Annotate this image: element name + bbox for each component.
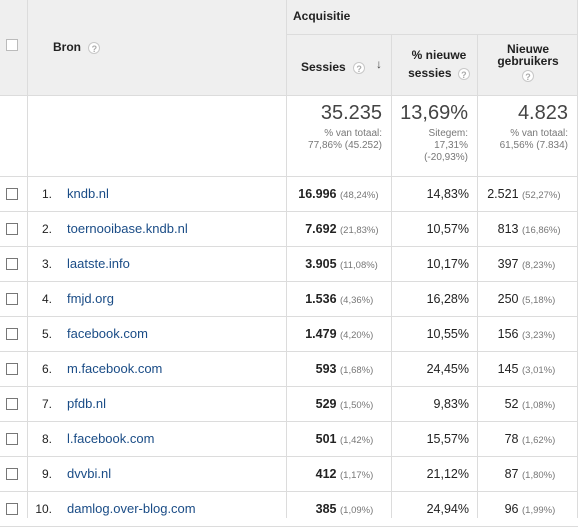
table-row: 4. fmjd.org 1.536 (4,36%) 16,28% 250 (5,18%) bbox=[0, 282, 578, 317]
new-users-cell: 145 (3,01%) bbox=[497, 362, 556, 376]
sessions-column-header[interactable]: Sessies ? bbox=[301, 60, 366, 74]
new-users-cell: 2.521 (52,27%) bbox=[487, 187, 561, 201]
new-sessions-cell: 24,94% bbox=[426, 502, 469, 516]
source-link[interactable]: toernooibase.kndb.nl bbox=[67, 221, 188, 236]
table-row: 7. pfdb.nl 529 (1,50%) 9,83% 52 (1,08%) bbox=[0, 387, 578, 422]
row-checkbox[interactable] bbox=[6, 188, 18, 200]
source-link[interactable]: laatste.info bbox=[67, 256, 130, 271]
row-rank: 9. bbox=[41, 467, 52, 481]
sessions-total: 35.235 % van totaal: 77,86% (45.252) bbox=[308, 102, 382, 151]
sessions-cell: 501 (1,42%) bbox=[315, 432, 374, 446]
source-column-header[interactable]: Bron ? bbox=[53, 40, 101, 54]
source-link[interactable]: dvvbi.nl bbox=[67, 466, 112, 481]
new-sessions-cell: 16,28% bbox=[426, 292, 469, 306]
row-checkbox[interactable] bbox=[6, 503, 18, 515]
sessions-cell: 412 (1,17%) bbox=[315, 467, 374, 481]
new-users-cell: 250 (5,18%) bbox=[497, 292, 556, 306]
new-sessions-cell: 24,45% bbox=[426, 362, 469, 376]
source-link[interactable]: kndb.nl bbox=[67, 186, 109, 201]
new-users-column-header[interactable]: Nieuwe gebruikers ? bbox=[497, 42, 559, 82]
new-users-cell: 52 (1,08%) bbox=[504, 397, 556, 411]
row-rank: 5. bbox=[41, 327, 52, 341]
table-row: 8. l.facebook.com 501 (1,42%) 15,57% 78 (1,6… bbox=[0, 422, 578, 457]
new-sessions-total: 13,69% Sitegem: 17,31% (-20,93%) bbox=[400, 102, 468, 163]
table-row: 3. laatste.info 3.905 (11,08%) 10,17% 397 (8… bbox=[0, 247, 578, 282]
sessions-cell: 16.996 (48,24%) bbox=[298, 187, 379, 201]
new-sessions-cell: 10,17% bbox=[426, 257, 469, 271]
new-users-cell: 78 (1,62%) bbox=[504, 432, 556, 446]
sort-descending-icon[interactable]: ↓ bbox=[376, 57, 382, 71]
row-checkbox[interactable] bbox=[6, 398, 18, 410]
row-rank: 10. bbox=[35, 502, 52, 516]
help-icon[interactable]: ? bbox=[353, 61, 366, 74]
table-row: 6. m.facebook.com 593 (1,68%) 24,45% 145 (3,… bbox=[0, 352, 578, 387]
row-checkbox[interactable] bbox=[6, 223, 18, 235]
source-link[interactable]: facebook.com bbox=[67, 326, 148, 341]
sessions-cell: 1.536 (4,36%) bbox=[305, 292, 374, 306]
new-users-cell: 397 (8,23%) bbox=[497, 257, 556, 271]
sessions-cell: 1.479 (4,20%) bbox=[305, 327, 374, 341]
row-rank: 7. bbox=[41, 397, 52, 411]
row-checkbox[interactable] bbox=[6, 363, 18, 375]
row-rank: 1. bbox=[41, 187, 52, 201]
acquisition-group-header: Acquisitie bbox=[293, 9, 351, 23]
row-checkbox[interactable] bbox=[6, 293, 18, 305]
new-sessions-cell: 10,57% bbox=[426, 222, 469, 236]
row-checkbox[interactable] bbox=[6, 258, 18, 270]
new-users-cell: 156 (3,23%) bbox=[497, 327, 556, 341]
select-all-checkbox[interactable] bbox=[6, 39, 18, 51]
table-row: 1. kndb.nl 16.996 (48,24%) 14,83% 2.521 (52,… bbox=[0, 177, 578, 212]
table-row: 5. facebook.com 1.479 (4,20%) 10,55% 156 (3,… bbox=[0, 317, 578, 352]
sessions-cell: 593 (1,68%) bbox=[315, 362, 374, 376]
sessions-cell: 385 (1,09%) bbox=[315, 502, 374, 516]
new-sessions-cell: 14,83% bbox=[426, 187, 469, 201]
help-icon[interactable]: ? bbox=[88, 41, 101, 54]
new-users-cell: 87 (1,80%) bbox=[504, 467, 556, 481]
source-link[interactable]: fmjd.org bbox=[67, 291, 114, 306]
sessions-cell: 3.905 (11,08%) bbox=[305, 257, 378, 271]
new-sessions-cell: 10,55% bbox=[426, 327, 469, 341]
new-users-cell: 96 (1,99%) bbox=[504, 502, 556, 516]
row-rank: 3. bbox=[41, 257, 52, 271]
new-sessions-cell: 21,12% bbox=[426, 467, 469, 481]
source-link[interactable]: l.facebook.com bbox=[67, 431, 155, 446]
new-users-cell: 813 (16,86%) bbox=[497, 222, 561, 236]
new-sessions-column-header[interactable]: % nieuwe sessies ? bbox=[400, 48, 478, 81]
help-icon[interactable]: ? bbox=[522, 69, 534, 82]
source-link[interactable]: damlog.over-blog.com bbox=[67, 501, 196, 516]
row-rank: 2. bbox=[41, 222, 52, 236]
table-row: 9. dvvbi.nl 412 (1,17%) 21,12% 87 (1,80%) bbox=[0, 457, 578, 492]
help-icon[interactable]: ? bbox=[457, 67, 470, 80]
new-users-total: 4.823 % van totaal: 61,56% (7.834) bbox=[499, 102, 568, 151]
row-rank: 8. bbox=[41, 432, 52, 446]
table-row: 10. damlog.over-blog.com 385 (1,09%) 24,94%… bbox=[0, 492, 578, 527]
row-checkbox[interactable] bbox=[6, 468, 18, 480]
row-rank: 6. bbox=[41, 362, 52, 376]
source-link[interactable]: m.facebook.com bbox=[67, 361, 163, 376]
new-sessions-cell: 15,57% bbox=[426, 432, 469, 446]
row-checkbox[interactable] bbox=[6, 328, 18, 340]
row-checkbox[interactable] bbox=[6, 433, 18, 445]
sessions-cell: 529 (1,50%) bbox=[315, 397, 374, 411]
row-rank: 4. bbox=[41, 292, 52, 306]
sessions-cell: 7.692 (21,83%) bbox=[305, 222, 379, 236]
source-link[interactable]: pfdb.nl bbox=[67, 396, 107, 411]
table-row: 2. toernooibase.kndb.nl 7.692 (21,83%) 10,5… bbox=[0, 212, 578, 247]
new-sessions-cell: 9,83% bbox=[433, 397, 469, 411]
